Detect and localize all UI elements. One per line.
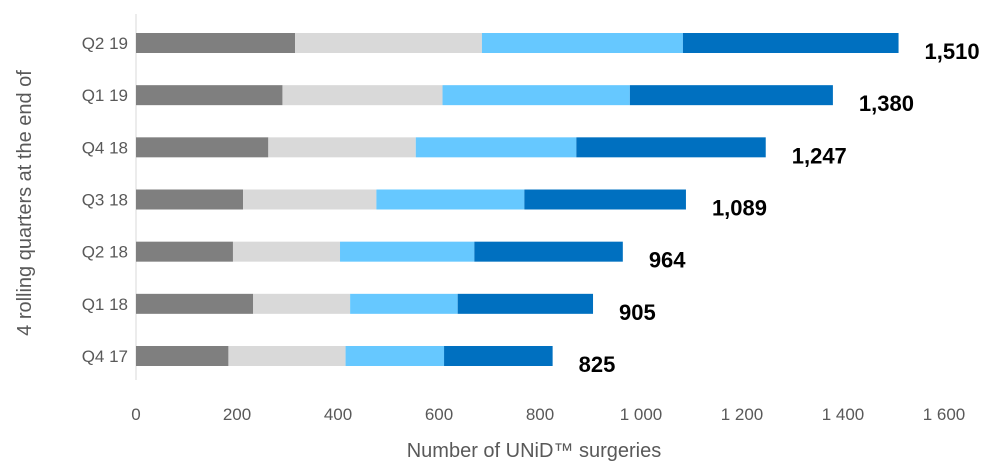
total-data-label: 1,380 bbox=[859, 91, 914, 116]
bar-segment-7-4 bbox=[444, 346, 553, 366]
bar-segment-7-1 bbox=[136, 346, 229, 366]
bar-segment-5-2 bbox=[232, 241, 341, 262]
total-data-label: 825 bbox=[579, 352, 616, 377]
bar-segment-3-4 bbox=[576, 137, 766, 158]
x-tick-label: 1 200 bbox=[721, 405, 764, 424]
y-tick-label: Q1 19 bbox=[82, 86, 128, 105]
x-axis-title: Number of UNiD™ surgeries bbox=[407, 440, 662, 462]
y-tick-label: Q4 18 bbox=[82, 138, 128, 157]
total-data-label: 964 bbox=[649, 248, 686, 273]
bar-segment-2-2 bbox=[282, 85, 443, 106]
bar-segment-1-1 bbox=[136, 33, 296, 53]
bar-segment-1-2 bbox=[295, 33, 482, 53]
bar-segment-5-1 bbox=[136, 241, 233, 262]
total-data-label: 1,089 bbox=[712, 196, 767, 221]
bar-segment-2-1 bbox=[136, 85, 283, 106]
bar-segment-4-2 bbox=[243, 189, 377, 210]
y-tick-label: Q2 18 bbox=[82, 243, 128, 262]
bar-segment-3-1 bbox=[136, 137, 269, 158]
bar-segment-4-3 bbox=[376, 189, 525, 210]
y-tick-label: Q4 17 bbox=[82, 347, 128, 366]
x-tick-label: 0 bbox=[131, 405, 140, 424]
bar-segment-3-3 bbox=[415, 137, 577, 158]
total-data-label: 1,247 bbox=[792, 143, 847, 168]
bar-segment-4-1 bbox=[136, 189, 244, 210]
y-tick-label: Q2 19 bbox=[82, 34, 128, 53]
bar-segment-3-2 bbox=[268, 137, 416, 158]
bar-segment-2-4 bbox=[629, 85, 833, 106]
x-tick-label: 400 bbox=[324, 405, 352, 424]
y-axis-title: 4 rolling quarters at the end of bbox=[14, 70, 36, 336]
bar-segment-5-3 bbox=[340, 241, 475, 262]
bar-segment-7-2 bbox=[228, 346, 346, 366]
bar-segment-1-4 bbox=[682, 33, 899, 53]
y-tick-label: Q3 18 bbox=[82, 191, 128, 210]
x-tick-label: 1 600 bbox=[923, 405, 966, 424]
bar-segment-5-4 bbox=[474, 241, 623, 262]
bar-segment-4-4 bbox=[524, 189, 686, 210]
bar-segment-1-3 bbox=[481, 33, 683, 53]
x-tick-label: 200 bbox=[223, 405, 251, 424]
bar-segment-6-4 bbox=[457, 293, 594, 314]
x-tick-label: 1 000 bbox=[620, 405, 663, 424]
x-tick-label: 800 bbox=[526, 405, 554, 424]
total-data-label: 905 bbox=[619, 300, 656, 325]
total-data-label: 1,510 bbox=[925, 39, 980, 64]
bar-segment-6-3 bbox=[350, 293, 458, 314]
x-tick-label: 1 400 bbox=[822, 405, 865, 424]
bar-segment-6-2 bbox=[253, 293, 351, 314]
bar-segment-6-1 bbox=[136, 293, 254, 314]
bar-segment-7-3 bbox=[345, 346, 445, 366]
x-tick-label: 600 bbox=[425, 405, 453, 424]
bar-segment-2-3 bbox=[442, 85, 630, 106]
y-tick-label: Q1 18 bbox=[82, 295, 128, 314]
